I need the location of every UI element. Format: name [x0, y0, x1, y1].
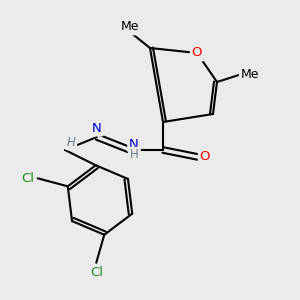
Text: H: H: [130, 148, 138, 161]
Text: N: N: [129, 137, 139, 151]
Text: O: O: [200, 151, 210, 164]
Text: O: O: [192, 46, 202, 59]
Text: H: H: [67, 136, 75, 148]
Text: Me: Me: [241, 68, 259, 80]
Text: Cl: Cl: [90, 266, 103, 279]
Text: Cl: Cl: [21, 172, 34, 185]
Text: Me: Me: [121, 20, 139, 34]
Text: N: N: [92, 122, 102, 134]
